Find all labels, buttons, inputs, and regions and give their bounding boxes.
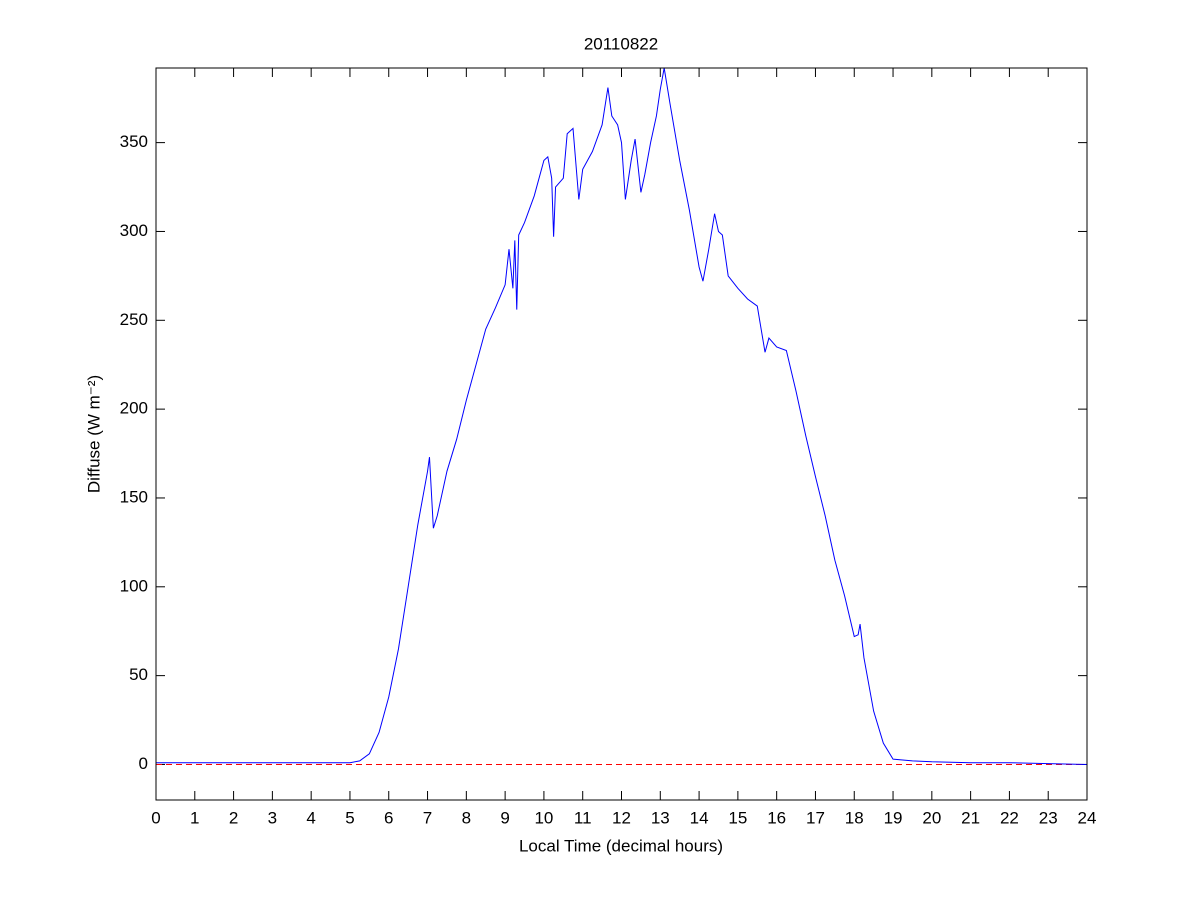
x-axis-label: Local Time (decimal hours): [519, 836, 723, 855]
plot-frame: [155, 67, 1088, 801]
x-tick-label: 22: [1000, 808, 1019, 827]
x-tick-label: 16: [767, 808, 786, 827]
data-line: [156, 67, 1088, 765]
x-tick-label: 7: [423, 808, 432, 827]
x-tick-label: 10: [534, 808, 553, 827]
x-tick-label: 18: [845, 808, 864, 827]
x-tick-label: 5: [345, 808, 354, 827]
x-tick-label: 3: [268, 808, 277, 827]
x-tick-label: 6: [384, 808, 393, 827]
x-tick-label: 21: [961, 808, 980, 827]
y-tick-label: 350: [120, 132, 148, 151]
x-tick-label: 24: [1078, 808, 1097, 827]
y-tick-label: 250: [120, 310, 148, 329]
x-tick-label: 1: [190, 808, 199, 827]
y-axis-label: Diffuse (W m⁻²): [84, 375, 103, 493]
x-tick-label: 8: [462, 808, 471, 827]
x-tick-label: 9: [500, 808, 509, 827]
chart-title: 20110822: [584, 34, 658, 53]
x-tick-label: 23: [1039, 808, 1058, 827]
x-tick-label: 19: [884, 808, 903, 827]
x-tick-label: 15: [728, 808, 747, 827]
x-tick-label: 2: [229, 808, 238, 827]
y-tick-label: 300: [120, 221, 148, 240]
y-tick-label: 100: [120, 576, 148, 595]
x-tick-label: 20: [922, 808, 941, 827]
x-tick-label: 14: [690, 808, 709, 827]
x-tick-label: 11: [574, 808, 592, 827]
x-tick-label: 4: [306, 808, 315, 827]
y-tick-label: 200: [120, 399, 148, 418]
x-tick-label: 13: [651, 808, 670, 827]
x-tick-label: 12: [612, 808, 631, 827]
y-tick-label: 0: [139, 754, 148, 773]
x-tick-label: 17: [806, 808, 825, 827]
y-tick-label: 50: [129, 665, 148, 684]
y-tick-label: 150: [120, 487, 148, 506]
x-tick-label: 0: [151, 808, 160, 827]
